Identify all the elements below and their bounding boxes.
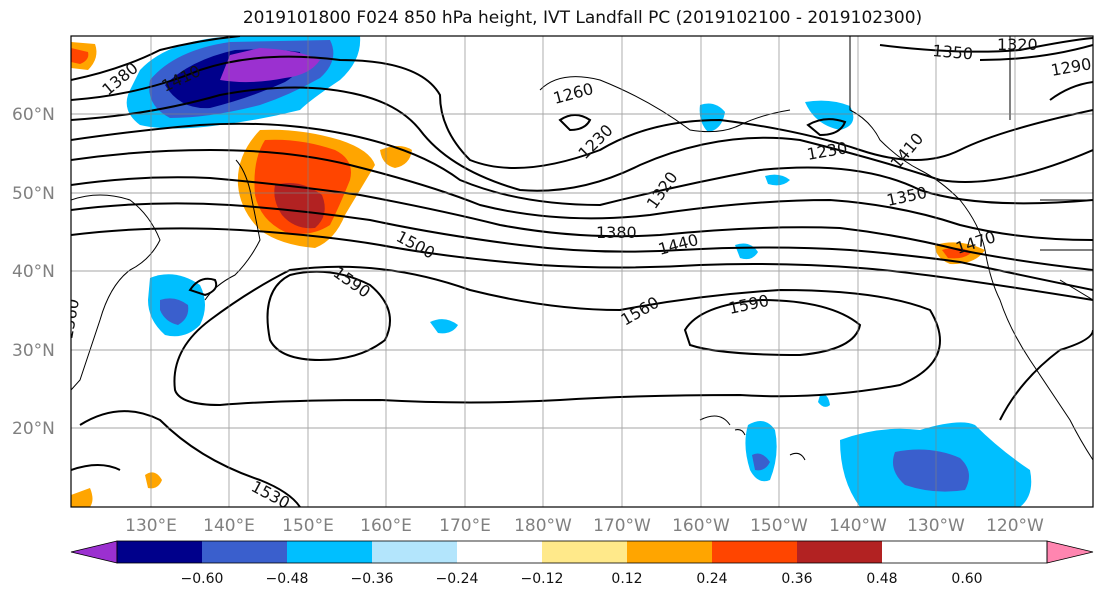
plot-frame — [70, 35, 1094, 508]
lon-label: 150°E — [282, 516, 334, 536]
colorbar-segment — [797, 541, 882, 563]
colorbar-segment — [287, 541, 372, 563]
contour-label: 1320 — [997, 35, 1038, 54]
lon-label: 130°E — [125, 516, 177, 536]
lon-label: 180°W — [514, 516, 572, 536]
colorbar-tick: −0.36 — [351, 571, 394, 587]
colorbar-segment — [542, 541, 627, 563]
colorbar-segment — [372, 541, 457, 563]
lon-label: 140°W — [829, 516, 887, 536]
lat-label: 50°N — [12, 184, 55, 204]
lat-label: 60°N — [12, 105, 55, 125]
colorbar-tick: 0.48 — [866, 571, 897, 587]
lon-label: 120°W — [986, 516, 1044, 536]
gridlines — [71, 36, 1093, 507]
colorbar-tick: 0.36 — [781, 571, 812, 587]
colorbar-tick: −0.24 — [436, 571, 479, 587]
lon-label: 160°W — [672, 516, 730, 536]
lon-label: 170°E — [439, 516, 491, 536]
colorbar-extend-max — [1046, 540, 1094, 564]
colorbar: −0.60 −0.48 −0.36 −0.24 −0.12 0.12 0.24 … — [70, 540, 1094, 587]
map-title: 2019101800 F024 850 hPa height, IVT Land… — [242, 8, 923, 28]
lon-label: 140°E — [203, 516, 255, 536]
contour-label: 1380 — [596, 223, 637, 242]
longitude-labels: 130°E 140°E 150°E 160°E 170°E 180°W 170°… — [125, 516, 1044, 536]
colorbar-segment — [627, 541, 712, 563]
contour-label: 1350 — [932, 41, 974, 63]
lon-label: 170°W — [593, 516, 651, 536]
colorbar-segment — [712, 541, 797, 563]
lon-label: 150°W — [750, 516, 808, 536]
ivt-shading — [71, 36, 1032, 507]
lon-label: 130°W — [907, 516, 965, 536]
lat-label: 20°N — [12, 419, 55, 439]
colorbar-tick: 0.60 — [951, 571, 982, 587]
colorbar-tick: −0.48 — [266, 571, 309, 587]
colorbar-segment — [117, 541, 202, 563]
colorbar-extend-min — [70, 540, 118, 564]
colorbar-tick: 0.24 — [696, 571, 727, 587]
latitude-labels: 60°N 50°N 40°N 30°N 20°N — [12, 105, 55, 439]
colorbar-tick: −0.60 — [181, 571, 224, 587]
lat-label: 40°N — [12, 262, 55, 282]
colorbar-segment — [202, 541, 287, 563]
positive-region-japan-max — [274, 182, 325, 229]
lat-label: 30°N — [12, 341, 55, 361]
colorbar-segment — [457, 541, 542, 563]
coastlines — [71, 36, 1093, 461]
lon-label: 160°E — [360, 516, 412, 536]
colorbar-tick: 0.12 — [611, 571, 642, 587]
colorbar-tick: −0.12 — [521, 571, 564, 587]
